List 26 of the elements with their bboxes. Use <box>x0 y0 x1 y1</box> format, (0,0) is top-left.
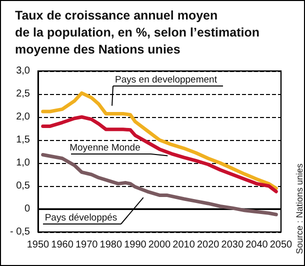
y-tick-label: 2,5 <box>16 88 30 100</box>
source-note: Source : Nations unies <box>294 162 304 254</box>
line-series <box>41 115 278 194</box>
x-tick-label: 1980 <box>100 240 122 250</box>
x-tick-label: 2050 <box>270 240 293 250</box>
y-tick-label: 0 <box>24 204 30 214</box>
y-tick-label: 1,0 <box>16 158 30 168</box>
x-tick-label: 2030 <box>221 240 244 250</box>
series-label: Moyenne Monde <box>70 142 140 154</box>
x-tick-label: 2020 <box>196 240 220 250</box>
x-tick-label: 1950 <box>26 240 50 250</box>
x-tick-label: 1990 <box>124 240 147 250</box>
x-tick-label: 2000 <box>148 240 172 250</box>
x-tick-label: 1960 <box>51 240 74 250</box>
text: Pays développés <box>44 212 118 224</box>
text: Pays en developpement <box>115 74 218 86</box>
chart-title: Taux de croissance annuel moyen de la population, en %, selon l’estimation moyenne des Nations unies <box>15 8 260 56</box>
line-series <box>41 91 278 190</box>
y-tick-label: 0,5 <box>16 180 30 192</box>
x-tick-label: 2010 <box>172 240 196 250</box>
y-tick-label: 3,0 <box>16 66 30 76</box>
x-tick-label: 2040 <box>246 240 268 250</box>
y-tick-label: 2,0 <box>16 112 30 122</box>
y-tick-label: 1,5 <box>16 134 30 146</box>
y-tick-label: - 0,5 <box>10 226 30 238</box>
x-tick-label: 1970 <box>75 240 98 250</box>
